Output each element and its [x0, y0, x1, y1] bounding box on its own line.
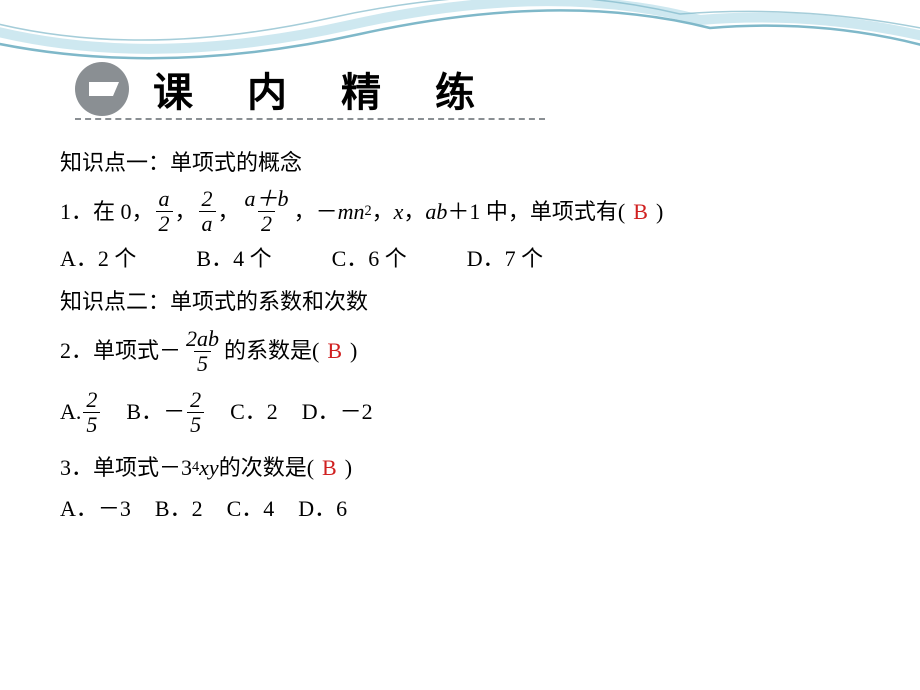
paren-close: ) [656, 194, 663, 229]
q2-answer: B [327, 333, 342, 368]
q2-opt-c: C．2 [230, 394, 278, 429]
question-3: 3．单项式－34xy 的次数是( B ) [60, 450, 860, 485]
knowledge-point-1: 知识点一：单项式的概念 [60, 145, 860, 180]
question-2: 2．单项式－ 2ab 5 的系数是( B ) [60, 328, 860, 375]
q1-opt-a: A．2 个 [60, 241, 136, 276]
q2-text: 2．单项式－ [60, 333, 181, 368]
q3-options: A．－3 B．2 C．4 D．6 [60, 491, 860, 526]
section-title: 课 内 精 练 [153, 60, 497, 118]
paren-close: ) [350, 333, 357, 368]
q3-suffix: 的次数是( [219, 450, 314, 485]
q2-opt-b: B．－ 2 5 [126, 389, 206, 436]
ab: ab [425, 194, 447, 229]
q3-opt-d: D．6 [298, 491, 347, 526]
xy: xy [199, 450, 219, 485]
mn: mn [338, 194, 365, 229]
fraction-2ab-5: 2ab 5 [183, 328, 222, 375]
fraction-neg-2-5: 2 5 [187, 389, 204, 436]
section-header: 课 内 精 练 [75, 60, 497, 118]
fraction-a-2: a 2 [156, 188, 173, 235]
comma: ， [403, 194, 425, 229]
q2-suffix: 的系数是( [224, 333, 319, 368]
text: ，－ [294, 194, 338, 229]
q2-opt-a: A. 2 5 [60, 389, 102, 436]
fraction-2-5: 2 5 [83, 389, 100, 436]
q2-opt-d: D．－2 [302, 394, 373, 429]
q1-opt-c: C．6 个 [332, 241, 407, 276]
q3-opt-a: A．－3 [60, 491, 131, 526]
text: ＋1 中，单项式有( [447, 194, 625, 229]
comma: ， [175, 194, 197, 229]
pencil-badge-icon [75, 62, 129, 116]
fraction-aplusb-2: a＋b 2 [242, 188, 292, 235]
knowledge-point-2: 知识点二：单项式的系数和次数 [60, 284, 860, 319]
q3-answer: B [322, 450, 337, 485]
q3-opt-c: C．4 [227, 491, 275, 526]
header-underline [75, 118, 545, 120]
q1-text: 1．在 0， [60, 194, 154, 229]
content-area: 知识点一：单项式的概念 1．在 0， a 2 ， 2 a ， a＋b 2 ，－ … [60, 145, 860, 534]
q1-answer: B [633, 194, 648, 229]
q2-options: A. 2 5 B．－ 2 5 C．2 D．－2 [60, 389, 860, 436]
q3-text: 3．单项式－3 [60, 450, 192, 485]
paren-close: ) [345, 450, 352, 485]
q3-opt-b: B．2 [155, 491, 203, 526]
fraction-2-a: 2 a [199, 188, 216, 235]
q1-opt-b: B．4 个 [196, 241, 271, 276]
comma: ， [372, 194, 394, 229]
sup2: 2 [364, 200, 371, 223]
question-1: 1．在 0， a 2 ， 2 a ， a＋b 2 ，－ mn2 ， x ， ab… [60, 188, 860, 235]
x: x [394, 194, 404, 229]
q1-options: A．2 个 B．4 个 C．6 个 D．7 个 [60, 241, 860, 276]
q1-opt-d: D．7 个 [467, 241, 543, 276]
comma: ， [218, 194, 240, 229]
